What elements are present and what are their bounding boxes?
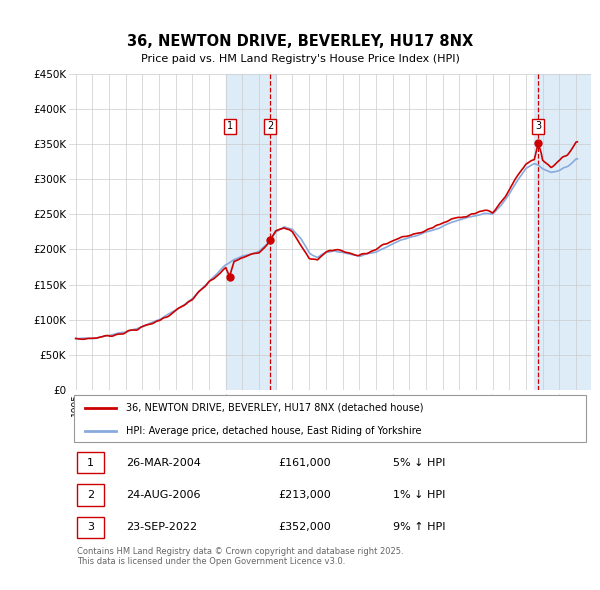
- Text: 1: 1: [227, 122, 233, 132]
- Text: 3: 3: [535, 122, 541, 132]
- FancyBboxPatch shape: [77, 484, 104, 506]
- Text: 36, NEWTON DRIVE, BEVERLEY, HU17 8NX: 36, NEWTON DRIVE, BEVERLEY, HU17 8NX: [127, 34, 473, 49]
- Bar: [534, 74, 591, 390]
- Text: 36, NEWTON DRIVE, BEVERLEY, HU17 8NX (detached house): 36, NEWTON DRIVE, BEVERLEY, HU17 8NX (de…: [127, 402, 424, 412]
- Text: Price paid vs. HM Land Registry's House Price Index (HPI): Price paid vs. HM Land Registry's House …: [140, 54, 460, 64]
- Bar: [226, 74, 276, 390]
- Text: 5% ↓ HPI: 5% ↓ HPI: [392, 458, 445, 468]
- Text: £161,000: £161,000: [278, 458, 331, 468]
- Text: 2: 2: [87, 490, 94, 500]
- Text: 24-AUG-2006: 24-AUG-2006: [127, 490, 201, 500]
- Text: 2: 2: [267, 122, 273, 132]
- FancyBboxPatch shape: [77, 517, 104, 538]
- Text: 1% ↓ HPI: 1% ↓ HPI: [392, 490, 445, 500]
- Text: 1: 1: [87, 458, 94, 468]
- Text: 3: 3: [87, 523, 94, 532]
- Text: 23-SEP-2022: 23-SEP-2022: [127, 523, 197, 532]
- Text: 26-MAR-2004: 26-MAR-2004: [127, 458, 201, 468]
- Text: £352,000: £352,000: [278, 523, 331, 532]
- FancyBboxPatch shape: [74, 395, 586, 442]
- Text: Contains HM Land Registry data © Crown copyright and database right 2025.
This d: Contains HM Land Registry data © Crown c…: [77, 547, 403, 566]
- Text: 9% ↑ HPI: 9% ↑ HPI: [392, 523, 445, 532]
- FancyBboxPatch shape: [77, 452, 104, 473]
- Text: £213,000: £213,000: [278, 490, 331, 500]
- Text: HPI: Average price, detached house, East Riding of Yorkshire: HPI: Average price, detached house, East…: [127, 426, 422, 436]
